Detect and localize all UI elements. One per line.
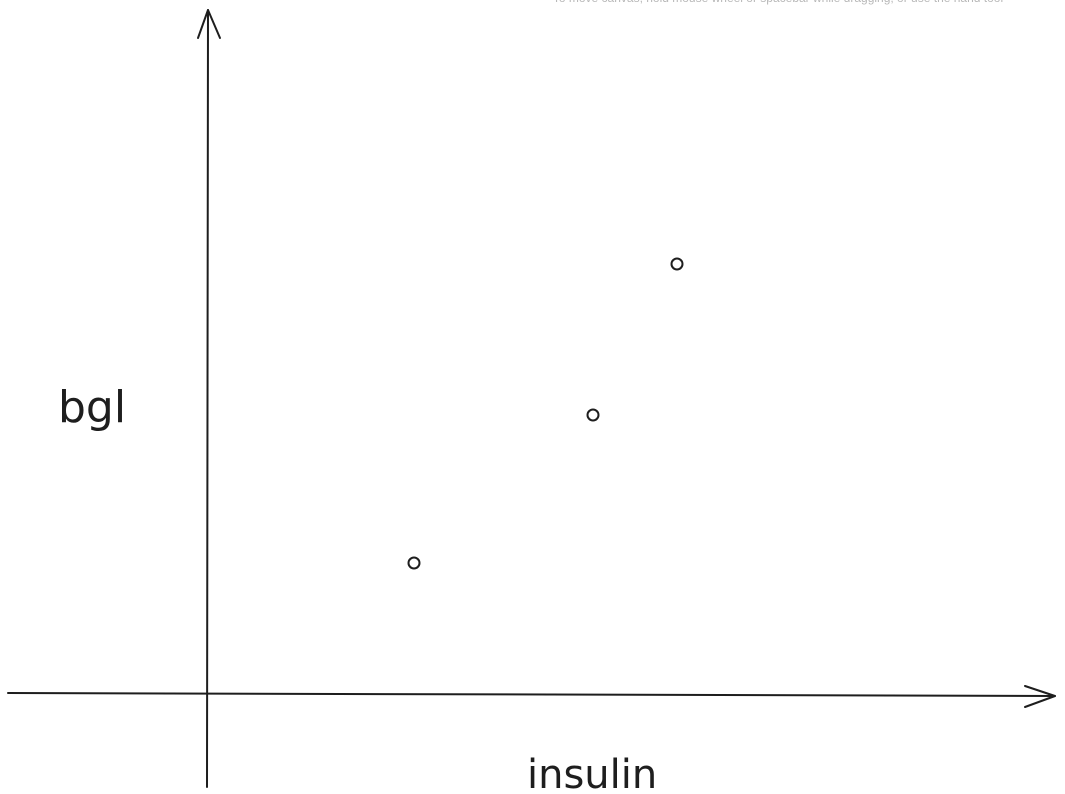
x-axis-label[interactable]: insulin xyxy=(527,752,657,794)
x-axis xyxy=(7,692,1056,697)
point[interactable] xyxy=(407,556,421,570)
x-axis-arrowhead xyxy=(1024,685,1056,708)
canvas-hint: To move canvas, hold mouse wheel or spac… xyxy=(553,0,1003,5)
y-axis xyxy=(206,9,209,788)
y-axis-label[interactable]: bgl xyxy=(58,382,126,433)
point[interactable] xyxy=(670,257,684,271)
y-axis-arrowhead xyxy=(197,9,221,39)
point[interactable] xyxy=(586,408,600,422)
